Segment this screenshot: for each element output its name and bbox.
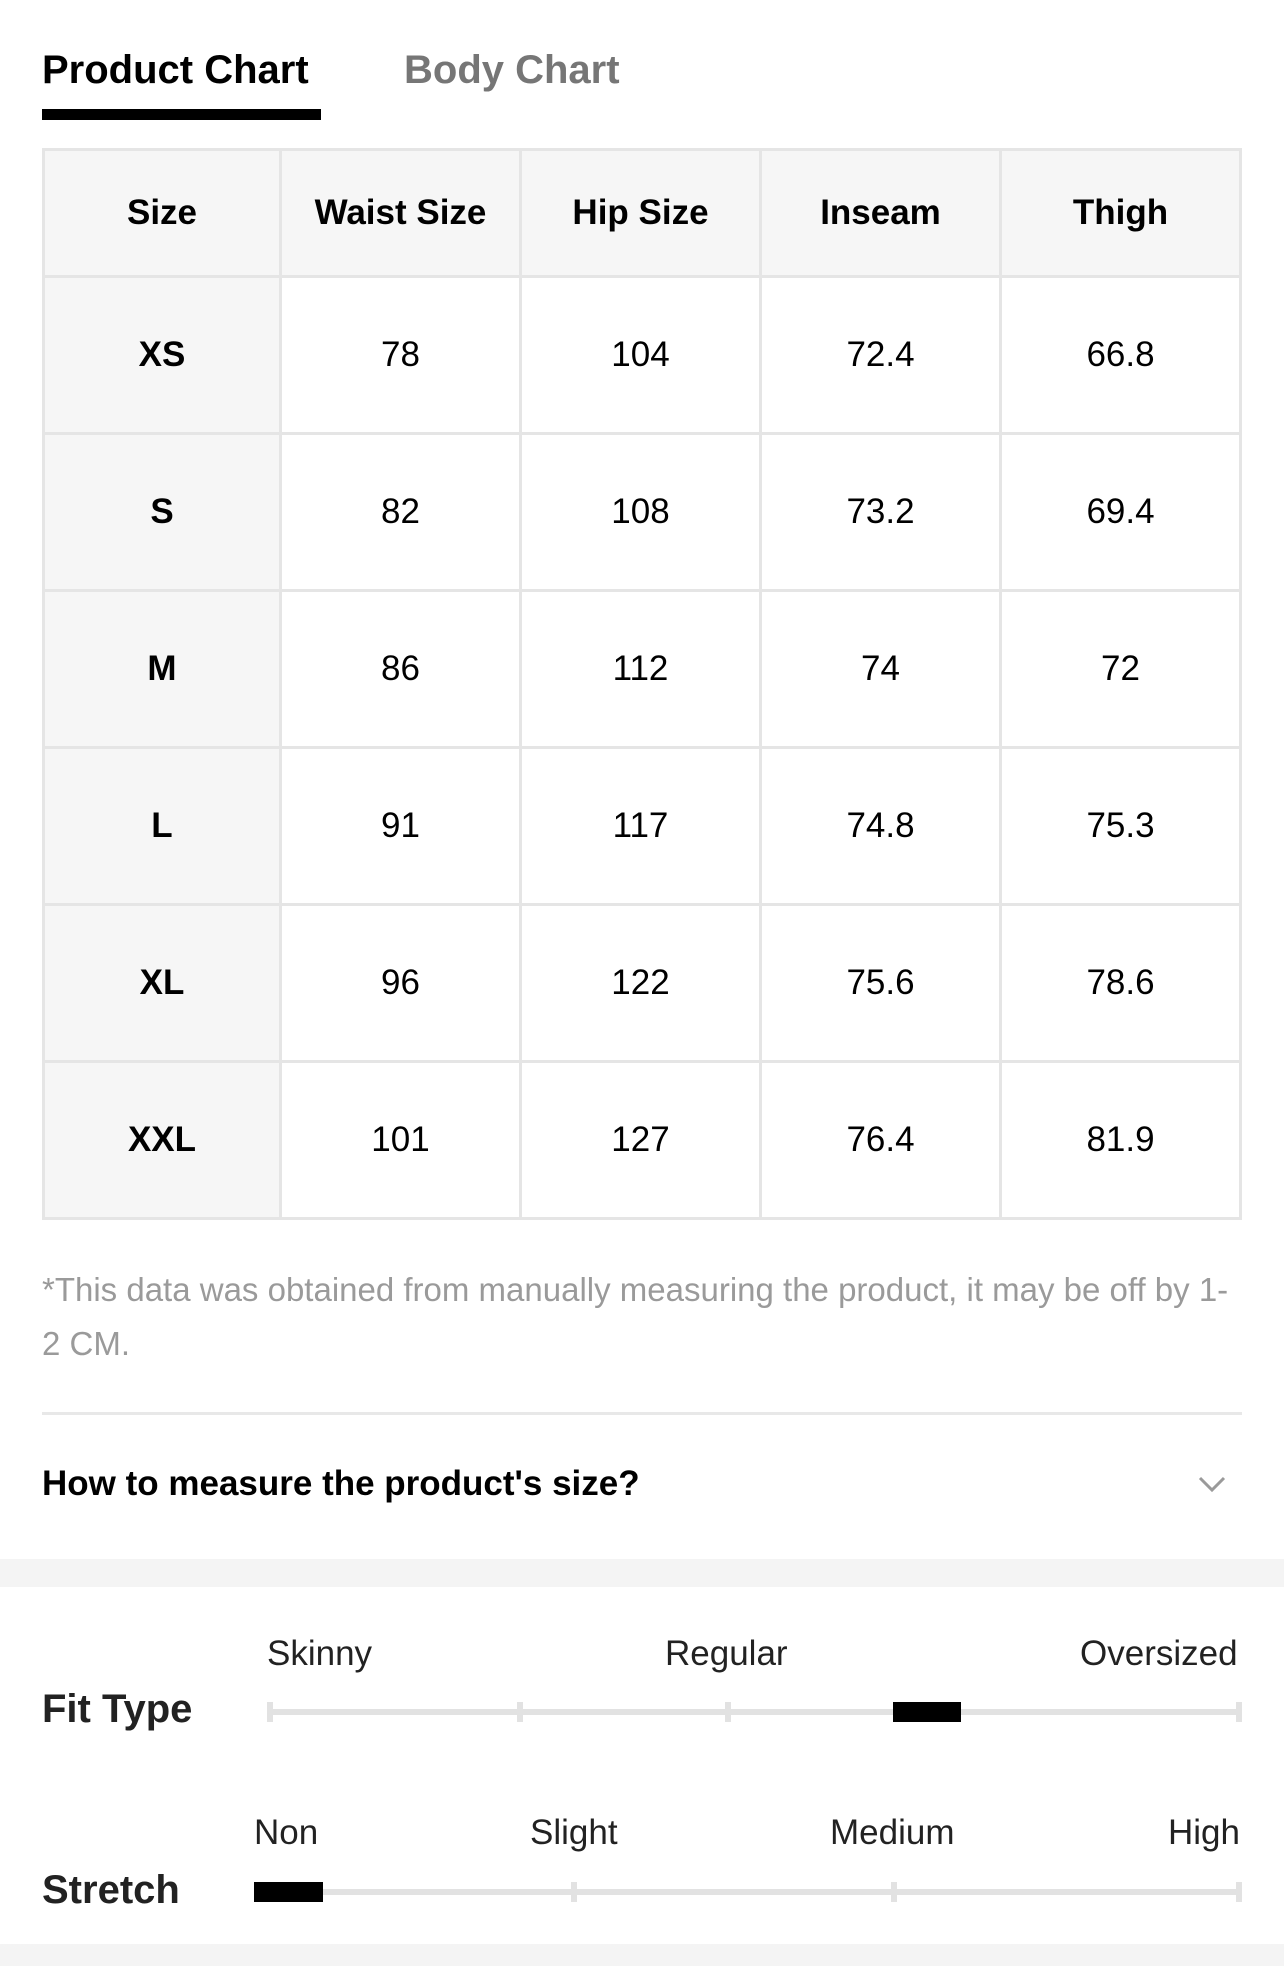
- hip-cell: 127: [519, 1060, 762, 1220]
- size-cell: XS: [42, 275, 282, 435]
- size-cell: XL: [42, 903, 282, 1063]
- fit-type-tick: [725, 1702, 731, 1722]
- inseam-cell: 75.6: [759, 903, 1002, 1063]
- table-row: S 82 108 73.2 69.4: [42, 432, 1242, 592]
- fit-type-track: [267, 1709, 1242, 1715]
- thigh-cell: 75.3: [999, 746, 1242, 906]
- hip-cell: 112: [519, 589, 762, 749]
- hip-cell: 122: [519, 903, 762, 1063]
- hip-cell: 108: [519, 432, 762, 592]
- table-row: XL 96 122 75.6 78.6: [42, 903, 1242, 1063]
- header-thigh: Thigh: [999, 148, 1242, 278]
- thigh-cell: 78.6: [999, 903, 1242, 1063]
- fit-scale-regular: Regular: [665, 1634, 788, 1673]
- fit-type-tick: [267, 1702, 273, 1722]
- how-to-measure-accordion[interactable]: How to measure the product's size?: [42, 1440, 1242, 1536]
- fit-scale-oversized: Oversized: [1080, 1634, 1238, 1673]
- tab-product-chart[interactable]: Product Chart: [42, 48, 309, 92]
- chevron-down-icon: [1198, 1476, 1226, 1493]
- waist-cell: 96: [279, 903, 522, 1063]
- size-cell: L: [42, 746, 282, 906]
- stretch-tick: [1236, 1882, 1242, 1902]
- fit-type-tick: [1236, 1702, 1242, 1722]
- size-cell: S: [42, 432, 282, 592]
- stretch-label: Stretch: [42, 1868, 180, 1912]
- stretch-indicator: [254, 1882, 323, 1902]
- header-inseam: Inseam: [759, 148, 1002, 278]
- stretch-scale-high: High: [1168, 1813, 1240, 1852]
- header-size: Size: [42, 148, 282, 278]
- header-waist-size: Waist Size: [279, 148, 522, 278]
- table-row: M 86 112 74 72: [42, 589, 1242, 749]
- table-row: XS 78 104 72.4 66.8: [42, 275, 1242, 435]
- inseam-cell: 76.4: [759, 1060, 1002, 1220]
- accordion-label: How to measure the product's size?: [42, 1464, 640, 1503]
- waist-cell: 82: [279, 432, 522, 592]
- fit-type-tick: [517, 1702, 523, 1722]
- inseam-cell: 72.4: [759, 275, 1002, 435]
- waist-cell: 78: [279, 275, 522, 435]
- inseam-cell: 74: [759, 589, 1002, 749]
- fit-scale-skinny: Skinny: [267, 1634, 373, 1673]
- thigh-cell: 72: [999, 589, 1242, 749]
- thigh-cell: 81.9: [999, 1060, 1242, 1220]
- active-tab-indicator: [42, 109, 321, 120]
- fit-type-label: Fit Type: [42, 1687, 193, 1731]
- size-cell: XXL: [42, 1060, 282, 1220]
- measurement-note: *This data was obtained from manually me…: [42, 1271, 1229, 1362]
- thigh-cell: 69.4: [999, 432, 1242, 592]
- table-row: L 91 117 74.8 75.3: [42, 746, 1242, 906]
- header-hip-size: Hip Size: [519, 148, 762, 278]
- stretch-scale-medium: Medium: [830, 1813, 955, 1852]
- stretch-tick: [571, 1882, 577, 1902]
- inseam-cell: 74.8: [759, 746, 1002, 906]
- stretch-tick: [891, 1882, 897, 1902]
- size-table: Size Waist Size Hip Size Inseam Thigh XS…: [42, 148, 1242, 1220]
- hip-cell: 104: [519, 275, 762, 435]
- inseam-cell: 73.2: [759, 432, 1002, 592]
- stretch-track: [254, 1889, 1242, 1895]
- bottom-band: [0, 1944, 1284, 1966]
- table-row: XXL 101 127 76.4 81.9: [42, 1060, 1242, 1220]
- tab-body-chart[interactable]: Body Chart: [404, 48, 620, 92]
- waist-cell: 86: [279, 589, 522, 749]
- thigh-cell: 66.8: [999, 275, 1242, 435]
- waist-cell: 91: [279, 746, 522, 906]
- waist-cell: 101: [279, 1060, 522, 1220]
- hip-cell: 117: [519, 746, 762, 906]
- stretch-scale-non: Non: [254, 1813, 319, 1852]
- stretch-scale-slight: Slight: [530, 1813, 618, 1852]
- divider: [42, 1412, 1242, 1415]
- table-header-row: Size Waist Size Hip Size Inseam Thigh: [42, 148, 1242, 278]
- section-separator: [0, 1559, 1284, 1587]
- size-cell: M: [42, 589, 282, 749]
- fit-type-indicator: [893, 1702, 961, 1722]
